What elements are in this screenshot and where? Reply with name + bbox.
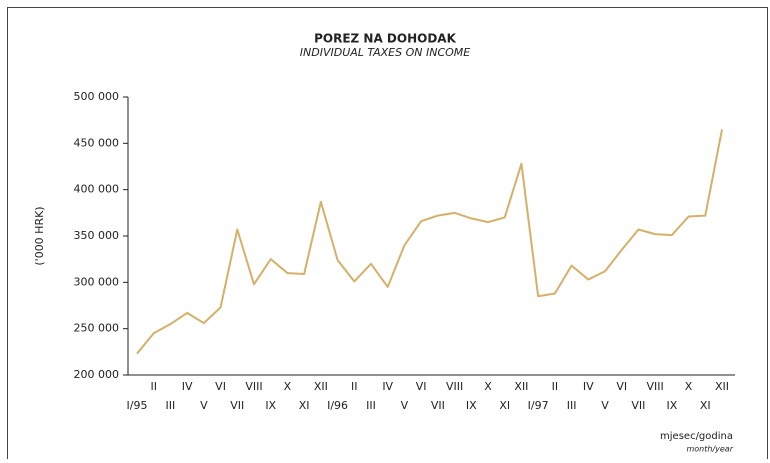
x-tick-label: IX (666, 399, 677, 412)
x-tick-label: XI (499, 399, 510, 412)
x-tick-label: III (366, 399, 376, 412)
y-tick-label: 450 000 (74, 136, 120, 149)
chart-title: POREZ NA DOHODAK (314, 32, 456, 46)
y-tick-label: 400 000 (74, 183, 120, 196)
x-tick-label: IV (382, 380, 393, 393)
x-tick-label: X (284, 380, 292, 393)
x-tick-label: XII (514, 380, 528, 393)
x-tick-label: II (351, 380, 358, 393)
x-tick-label: VI (616, 380, 627, 393)
y-axis-label: ('000 HRK) (33, 206, 46, 265)
x-tick-label: XI (700, 399, 711, 412)
x-tick-label: IX (466, 399, 477, 412)
line (136, 129, 723, 355)
x-tick-label: VII (230, 399, 244, 412)
chart-subtitle: INDIVIDUAL TAXES ON INCOME (300, 46, 471, 59)
x-tick-label: III (166, 399, 176, 412)
x-tick-label: X (685, 380, 693, 393)
x-tick-label: II (150, 380, 157, 393)
x-tick-label: IX (265, 399, 276, 412)
x-tick-label: I/97 (528, 399, 549, 412)
x-tick-label: V (200, 399, 208, 412)
x-tick-label: XI (299, 399, 310, 412)
x-tick-label: VIII (245, 380, 262, 393)
x-axis-label: mjesec/godina (660, 431, 733, 442)
frame (7, 7, 768, 463)
y-tick-label: 200 000 (74, 368, 120, 381)
x-tick-label: III (567, 399, 577, 412)
y-tick-label: 500 000 (74, 90, 120, 103)
x-tick-label: I/96 (327, 399, 348, 412)
y-tick-label: 250 000 (74, 322, 120, 335)
x-axis-label-en: month/year (686, 445, 733, 454)
x-tick-label: II (552, 380, 559, 393)
x-tick-label: VI (215, 380, 226, 393)
x-tick-label: IV (182, 380, 193, 393)
x-tick-label: V (401, 399, 409, 412)
x-tick-label: VI (416, 380, 427, 393)
x-tick-label: XII (314, 380, 328, 393)
y-tick-label: 300 000 (74, 275, 120, 288)
x-tick-label: XII (715, 380, 729, 393)
x-tick-label: VIII (446, 380, 463, 393)
x-tick-label: V (601, 399, 609, 412)
x-tick-label: VII (631, 399, 645, 412)
x-tick-label: IV (583, 380, 594, 393)
x-tick-label: I/95 (127, 399, 148, 412)
x-tick-label: VIII (647, 380, 664, 393)
y-tick-label: 350 000 (74, 229, 120, 242)
x-tick-label: X (484, 380, 492, 393)
x-tick-label: VII (431, 399, 445, 412)
